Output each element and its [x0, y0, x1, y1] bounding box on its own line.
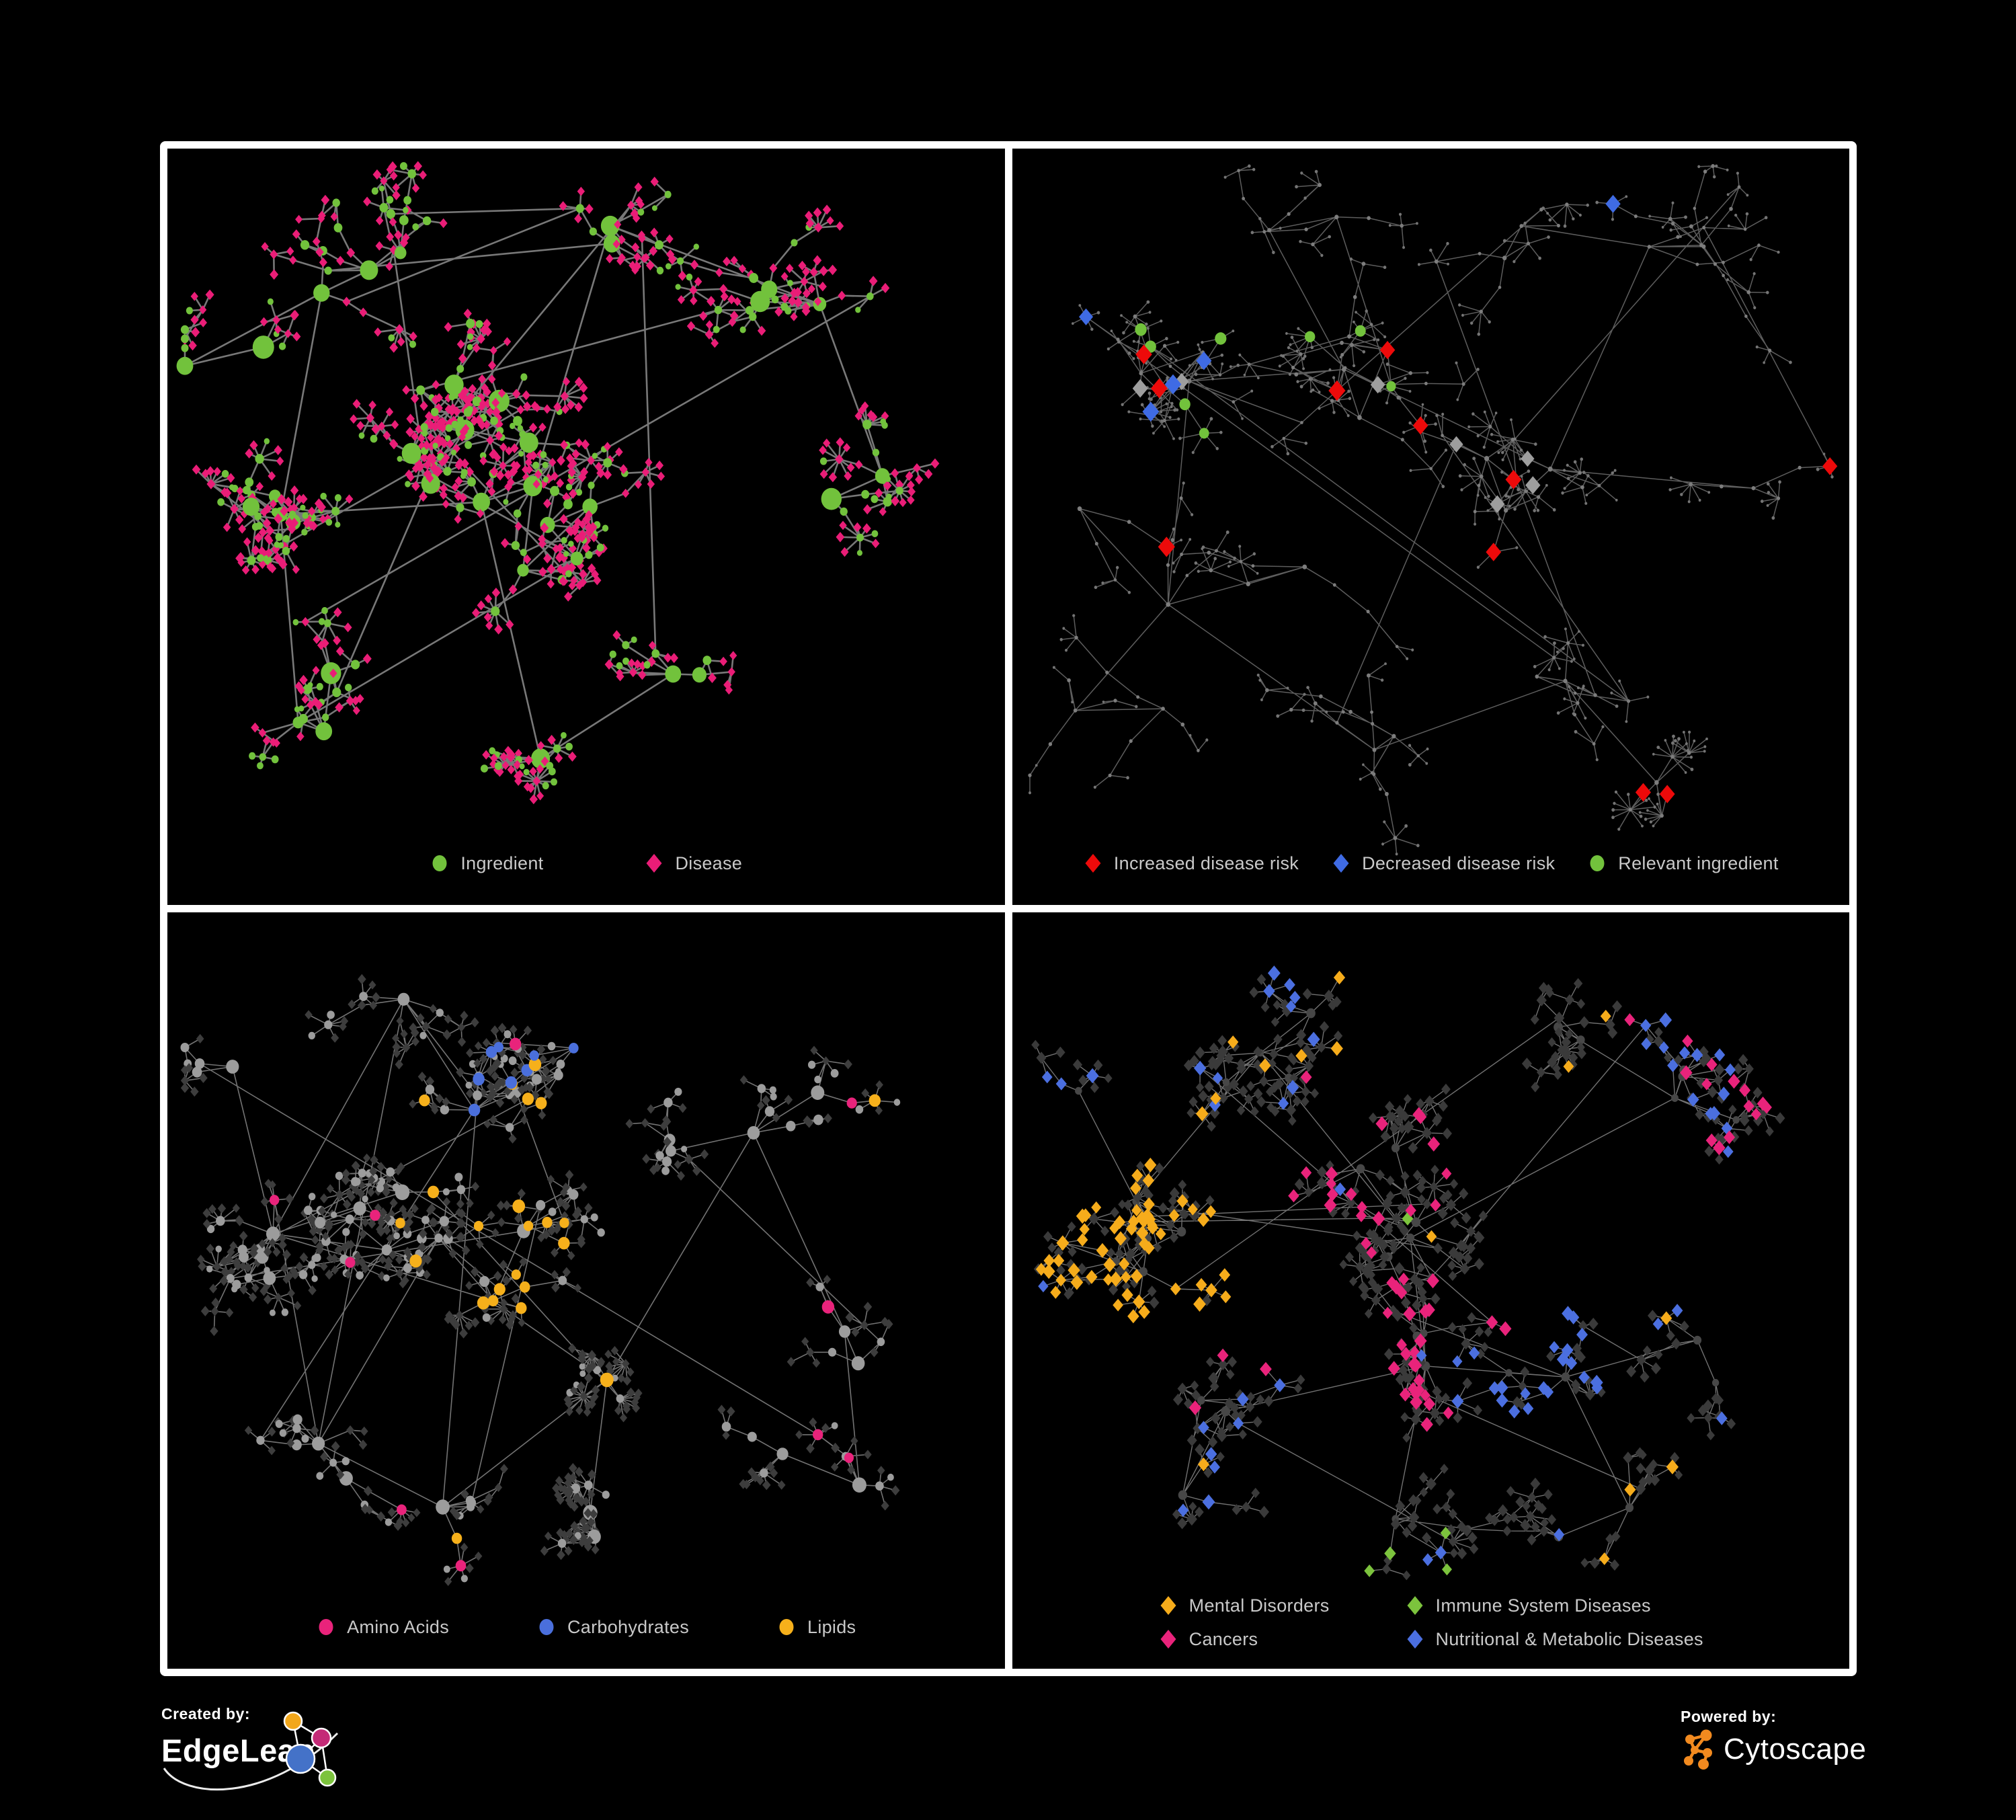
- legend-label: Immune System Diseases: [1435, 1595, 1651, 1616]
- network-highlight-nodes: [269, 1037, 881, 1572]
- cytoscape-wordmark: Cytoscape: [1724, 1733, 1867, 1766]
- edgeleap-node-green: [318, 1768, 337, 1787]
- legend-circle-icon: [539, 1619, 554, 1635]
- legend-disease-risk: Increased disease risk Decreased disease …: [1012, 853, 1850, 874]
- legend-circle-icon: [779, 1619, 794, 1635]
- legend-label: Ingredient: [460, 853, 544, 873]
- powered-by-label: Powered by:: [1681, 1708, 1777, 1725]
- edgeleap-wordmark: EdgeLeap: [161, 1733, 315, 1768]
- legend-item: Ingredient: [430, 853, 543, 874]
- legend-label: Mental Disorders: [1188, 1595, 1330, 1616]
- legend-item: Immune System Diseases: [1405, 1595, 1703, 1616]
- legend-diamond-icon: [1085, 854, 1101, 873]
- edgeleap-logo: Created by: EdgeLeap: [161, 1705, 363, 1815]
- network-graph-ingredient-disease: [176, 161, 940, 805]
- legend-diamond-icon: [1407, 1630, 1423, 1649]
- legend-item: Decreased disease risk: [1331, 853, 1555, 874]
- panel-ingredient-disease-network: Ingredient Disease: [167, 149, 1005, 905]
- legend-circle-icon: [1590, 855, 1605, 871]
- legend-label: Cancers: [1188, 1628, 1258, 1649]
- network-edges: [1035, 972, 1781, 1576]
- legend-ingredient-disease: Ingredient Disease: [167, 853, 1005, 874]
- legend-label: Decreased disease risk: [1362, 853, 1556, 873]
- legend-diamond-icon: [1407, 1596, 1423, 1615]
- network-graph-nutrient-classes: [180, 974, 901, 1586]
- legend-circle-icon: [432, 855, 447, 871]
- legend-item: Nutritional & Metabolic Diseases: [1405, 1628, 1703, 1650]
- legend-item: Disease: [644, 853, 742, 874]
- legend-item: Increased disease risk: [1083, 853, 1299, 874]
- legend-item: Lipids: [776, 1616, 856, 1638]
- network-graph-disease-risk: [1027, 164, 1837, 856]
- legend-label: Nutritional & Metabolic Diseases: [1435, 1628, 1703, 1649]
- legend-diamond-icon: [646, 854, 662, 873]
- legend-label: Relevant ingredient: [1618, 853, 1779, 873]
- cytoscape-icon: [1684, 1729, 1712, 1770]
- panel-disease-risk-network: Increased disease risk Decreased disease …: [1012, 149, 1850, 905]
- legend-item: Amino Acids: [316, 1616, 449, 1638]
- legend-diamond-icon: [1333, 854, 1349, 873]
- network-nodes: [176, 161, 940, 805]
- legend-label: Carbohydrates: [567, 1616, 689, 1637]
- panel-nutrient-class-network: Amino Acids Carbohydrates Lipids: [167, 912, 1005, 1669]
- created-by-label: Created by:: [161, 1705, 251, 1723]
- legend-label: Amino Acids: [347, 1616, 449, 1637]
- panel-disease-class-network: Mental Disorders Immune System Diseases Ca…: [1012, 912, 1850, 1669]
- network-nodes: [1027, 164, 1834, 856]
- legend-item: Carbohydrates: [536, 1616, 689, 1638]
- legend-item: Mental Disorders: [1158, 1595, 1330, 1616]
- cytoscape-logo: Powered by: Cytoscape: [1681, 1708, 1909, 1809]
- legend-disease-classes: Mental Disorders Immune System Diseases Ca…: [1012, 1595, 1850, 1650]
- panels-grid: Ingredient Disease Increased disease risk…: [160, 141, 1857, 1676]
- legend-label: Lipids: [807, 1616, 856, 1637]
- legend-item: Relevant ingredient: [1587, 853, 1778, 874]
- legend-diamond-icon: [1160, 1630, 1176, 1649]
- legend-diamond-icon: [1160, 1596, 1176, 1615]
- legend-item: Cancers: [1158, 1628, 1330, 1650]
- legend-label: Disease: [675, 853, 743, 873]
- network-highlight-nodes: [1078, 194, 1837, 803]
- cytoscape-icon-nodes: [1684, 1729, 1712, 1770]
- legend-circle-icon: [319, 1619, 333, 1635]
- network-edges: [1029, 165, 1832, 855]
- legend-label: Increased disease risk: [1113, 853, 1299, 873]
- legend-nutrient-classes: Amino Acids Carbohydrates Lipids: [167, 1616, 1005, 1638]
- network-graph-disease-classes: [1031, 965, 1785, 1581]
- network-edges: [184, 978, 898, 1583]
